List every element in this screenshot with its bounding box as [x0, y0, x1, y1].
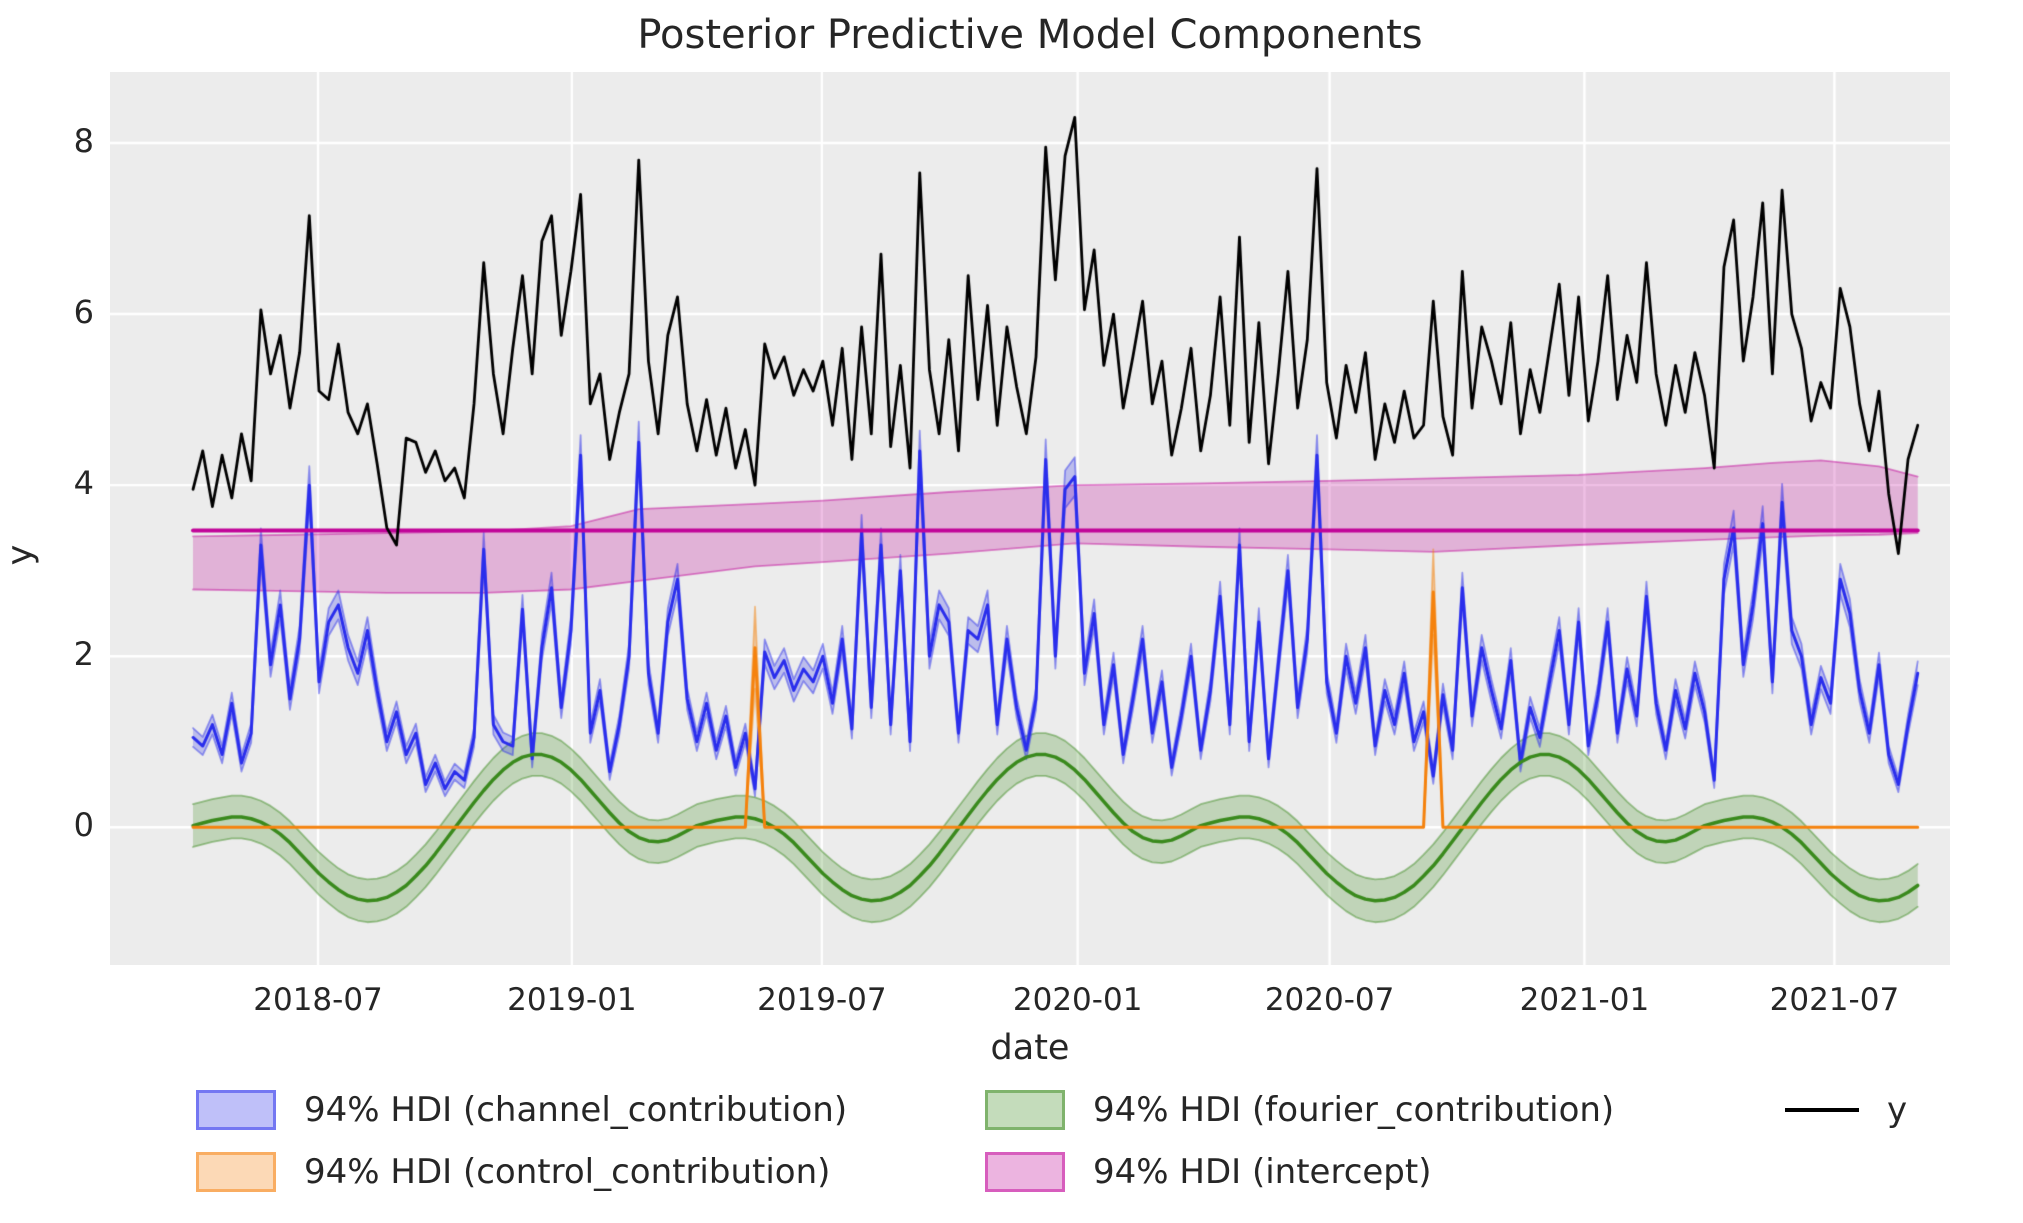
legend-label: 94% HDI (control_contribution) [304, 1152, 831, 1192]
fourier-hdi-swatch [985, 1090, 1065, 1130]
legend-label: 94% HDI (channel_contribution) [304, 1090, 848, 1130]
legend-entry-channel: 94% HDI (channel_contribution) [196, 1086, 847, 1134]
y-tick-label: 4 [73, 464, 94, 503]
x-tick-label: 2018-07 [253, 982, 383, 1018]
legend-label: 94% HDI (intercept) [1093, 1152, 1432, 1192]
legend-label: 94% HDI (fourier_contribution) [1093, 1090, 1615, 1130]
legend-entry-y: y [1785, 1086, 1907, 1134]
plot-area [110, 72, 1950, 965]
x-tick-label: 2019-07 [757, 982, 887, 1018]
legend-entry-intercept: 94% HDI (intercept) [985, 1148, 1432, 1196]
legend-entry-fourier: 94% HDI (fourier_contribution) [985, 1086, 1614, 1134]
x-tick-label: 2020-01 [1012, 982, 1143, 1018]
y-tick-label: 6 [73, 293, 94, 332]
legend-label: y [1887, 1090, 1908, 1130]
x-tick-label: 2019-01 [507, 982, 637, 1018]
channel-hdi-swatch [196, 1090, 276, 1130]
intercept-hdi-swatch [985, 1152, 1065, 1192]
control-hdi-swatch [196, 1152, 276, 1192]
y-line-swatch [1785, 1108, 1859, 1112]
chart-title: Posterior Predictive Model Components [637, 12, 1423, 58]
x-tick-label: 2021-01 [1519, 982, 1650, 1018]
x-tick-label: 2021-07 [1769, 982, 1900, 1018]
chart-canvas [110, 72, 1950, 965]
x-axis-label: date [990, 1028, 1070, 1068]
y-tick-label: 8 [73, 121, 94, 160]
legend-entry-control: 94% HDI (control_contribution) [196, 1148, 830, 1196]
x-tick-label: 2020-07 [1264, 982, 1395, 1018]
y-axis-label: y [0, 544, 41, 566]
y-tick-label: 0 [73, 806, 94, 845]
y-tick-label: 2 [73, 635, 94, 674]
